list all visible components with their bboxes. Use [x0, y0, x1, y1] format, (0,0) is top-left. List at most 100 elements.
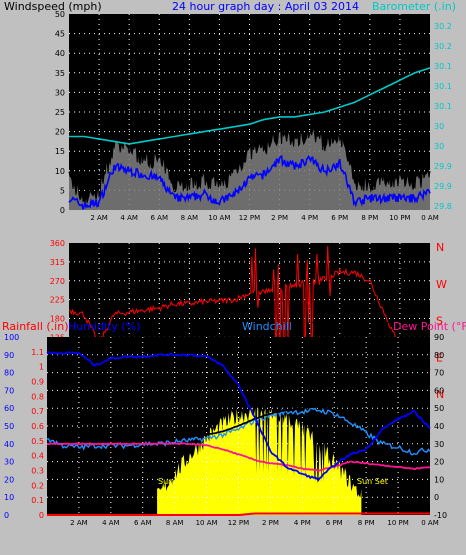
temperature-tick-label: 80 [434, 351, 444, 360]
barometer-axis-label: Barometer (.in) [372, 0, 456, 13]
temperature-tick-label: 0 [434, 493, 439, 502]
humidity-tick-label: 50 [4, 422, 14, 431]
x-tick-label: 4 AM [120, 214, 138, 222]
rain-tick-label: 0.5 [31, 437, 44, 446]
y-tick-label: 315 [50, 258, 65, 267]
x-tick-label: 12 PM [228, 519, 249, 527]
x-tick-label: 10 PM [389, 214, 410, 222]
x-tick-label: 0 AM [421, 519, 439, 527]
y-right-tick-label: 29.9 [434, 182, 452, 191]
rain-tick-label: 0.7 [31, 407, 44, 416]
humidity-axis-label: Humidity (%) [68, 320, 140, 333]
y-tick-label: 360 [50, 239, 65, 248]
temperature-tick-label: 50 [434, 404, 444, 413]
temperature-tick-label: 60 [434, 386, 444, 395]
humidity-tick-label: 30 [4, 458, 14, 467]
x-tick-label: 10 AM [208, 214, 230, 222]
humidity-tick-label: 90 [4, 351, 14, 360]
rainfall-axis-label: Rainfall (.in) [2, 320, 69, 333]
temperature-tick-label: 90 [434, 333, 444, 342]
solar-radiation-area [157, 408, 362, 515]
sunset-annotation: Sun Set [357, 477, 388, 486]
wind-range-area [69, 127, 430, 210]
y-right-tick-label: 30.1 [434, 62, 452, 71]
y-right-tick-label: 30.1 [434, 102, 452, 111]
rain-tick-label: 0.3 [31, 467, 44, 476]
rain-tick-label: 0.9 [31, 378, 44, 387]
temperature-tick-label: 30 [434, 440, 444, 449]
y-tick-label: 225 [50, 296, 65, 305]
y-tick-label: 45 [55, 30, 65, 39]
humidity-line [46, 351, 431, 482]
temperature-tick-label: 40 [434, 422, 444, 431]
rain-tick-label: 1 [39, 363, 44, 372]
humidity-tick-label: 40 [4, 440, 14, 449]
x-tick-label: 6 AM [150, 214, 168, 222]
humidity-tick-label: 0 [4, 511, 9, 520]
x-tick-label: 2 PM [262, 519, 279, 527]
rain-tick-label: 0.4 [31, 452, 44, 461]
rain-tick-label: 0.1 [31, 496, 44, 505]
temperature-tick-label: 20 [434, 458, 444, 467]
humidity-tick-label: 20 [4, 475, 14, 484]
x-tick-label: 2 PM [271, 214, 288, 222]
x-tick-label: 8 PM [358, 519, 375, 527]
y-right-tick-label: 30.2 [434, 22, 452, 31]
x-tick-label: 6 PM [326, 519, 343, 527]
y-right-tick-label: 30.2 [434, 42, 452, 51]
temperature-tick-label: 70 [434, 369, 444, 378]
y-tick-label: 180 [50, 315, 65, 324]
gust-line [68, 126, 431, 205]
y-tick-label: 25 [55, 108, 65, 117]
y-tick-label: 15 [55, 147, 65, 156]
y-tick-label: 20 [55, 128, 65, 137]
barometer-line [69, 67, 431, 145]
temperature-line [46, 405, 431, 440]
rain-tick-label: 0.6 [31, 422, 44, 431]
windspeed-line [68, 154, 431, 210]
dewpoint-line [47, 442, 431, 472]
rain-tick-label: 0.8 [31, 392, 44, 401]
humidity-tick-label: 60 [4, 404, 14, 413]
x-tick-label: 8 AM [181, 214, 199, 222]
y-tick-label: 50 [55, 10, 65, 19]
y-tick-label: 30 [55, 88, 65, 97]
temperature-axis-label: Temperature (°F) [311, 320, 406, 333]
rainfall-line [47, 512, 430, 516]
y-tick-label: 40 [55, 49, 65, 58]
y-right-tick-label: 30 [434, 142, 444, 151]
x-tick-label: 10 AM [196, 519, 218, 527]
x-tick-label: 12 PM [239, 214, 260, 222]
sunrise-annotation: Sun Rise [158, 477, 193, 486]
x-tick-label: 0 AM [421, 214, 439, 222]
graph-title: 24 hour graph day : April 03 2014 [172, 0, 359, 13]
humidity-tick-label: 10 [4, 493, 14, 502]
y-tick-label: 0 [60, 206, 65, 215]
wind-axis-label: Windspeed (mph) [4, 0, 102, 13]
x-tick-label: 6 PM [331, 214, 348, 222]
x-tick-label: 2 AM [70, 519, 88, 527]
compass-label: S [436, 315, 443, 328]
compass-label: E [436, 351, 443, 364]
y-tick-label: 270 [50, 277, 65, 286]
temperature-tick-label: -10 [434, 511, 447, 520]
x-tick-label: 4 AM [102, 519, 120, 527]
compass-label: W [436, 278, 447, 291]
humidity-tick-label: 80 [4, 369, 14, 378]
x-tick-label: 4 PM [301, 214, 318, 222]
x-tick-label: 8 PM [361, 214, 378, 222]
y-right-tick-label: 30.1 [434, 82, 452, 91]
humidity-tick-label: 100 [4, 333, 19, 342]
y-right-tick-label: 30 [434, 122, 444, 131]
x-tick-label: 4 PM [294, 519, 311, 527]
rain-tick-label: 0 [39, 511, 44, 520]
y-tick-label: 5 [60, 186, 65, 195]
x-tick-label: 10 PM [387, 519, 408, 527]
temperature-tick-label: 10 [434, 475, 444, 484]
windchill-axis-label: Windchill [242, 320, 292, 333]
compass-label: N [436, 388, 444, 401]
rain-tick-label: 0.2 [31, 481, 44, 490]
y-right-tick-label: 29.8 [434, 202, 452, 211]
